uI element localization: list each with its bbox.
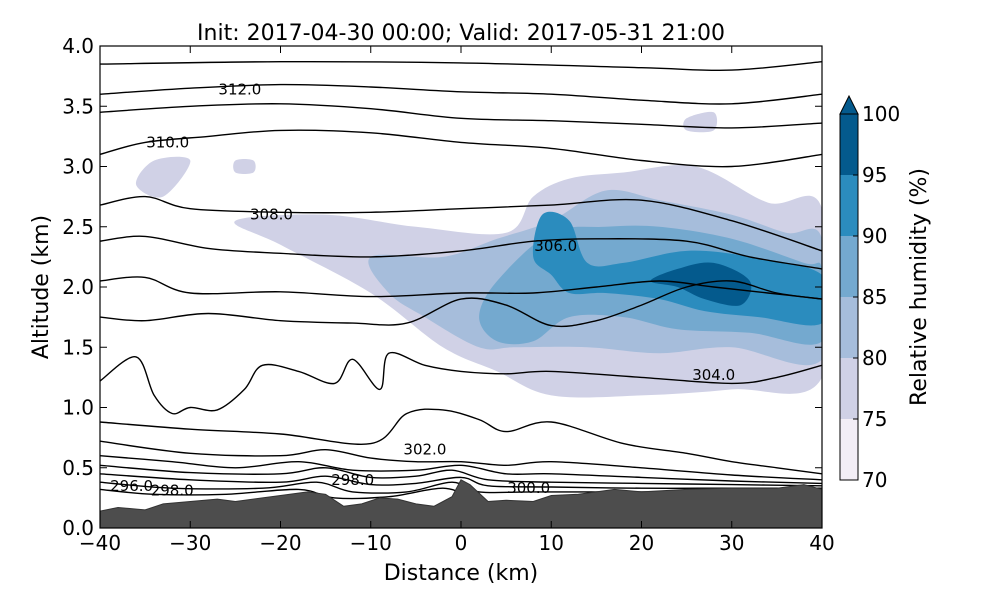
contour-label: 312.0 [218, 80, 261, 98]
x-tick-label: 0 [455, 531, 468, 555]
x-tick-label: −10 [350, 531, 392, 555]
colorbar-segment [840, 297, 858, 358]
y-tick-label: 2.0 [62, 275, 94, 299]
colorbar-tick-label: 100 [862, 102, 900, 126]
humidity-region [532, 211, 822, 326]
theta-contour-line [100, 487, 471, 500]
x-tick-label: 30 [719, 531, 744, 555]
colorbar: 70 75 80 85 90 95 100 [839, 94, 900, 492]
y-tick-label: 4.0 [62, 34, 94, 58]
theta-contour-line [100, 464, 822, 487]
humidity-region [233, 159, 256, 174]
colorbar-tick-label: 75 [862, 407, 887, 431]
contour-label-layer: 312.0 310.0 308.0 306.0 304.0 302.0 300.0 298.0… [110, 80, 735, 500]
x-tick-label: −30 [169, 531, 211, 555]
colorbar-tick-label: 95 [862, 163, 887, 187]
colorbar-extend-arrow [839, 94, 859, 115]
theta-contour-line [100, 473, 822, 489]
contour-label: 298.0 [331, 471, 374, 489]
colorbar-tick-label: 80 [862, 346, 887, 370]
theta-contour-line [100, 280, 822, 328]
colorbar-segment [840, 419, 858, 480]
contour-label: 306.0 [534, 237, 577, 255]
y-tick-label: 1.5 [62, 335, 94, 359]
x-axis: −40 −30 −20 −10 0 10 20 30 40 [79, 46, 835, 555]
y-tick-label: 1.0 [62, 396, 94, 420]
colorbar-segment [840, 175, 858, 236]
colorbar-label: Relative humidity (%) [907, 168, 932, 406]
theta-contour-line [100, 440, 822, 481]
colorbar-tick-label: 90 [862, 224, 887, 248]
plot-area: 312.0 310.0 308.0 306.0 304.0 302.0 300.0 298.0… [99, 45, 823, 529]
y-tick-label: 0.5 [62, 456, 94, 480]
y-tick-label: 3.0 [62, 155, 94, 179]
x-tick-label: −40 [79, 531, 121, 555]
x-tick-label: 10 [539, 531, 564, 555]
theta-contour-line [100, 60, 822, 72]
terrain-layer [100, 479, 822, 528]
contour-label: 304.0 [692, 366, 735, 384]
contour-label: 298.0 [151, 482, 194, 500]
colorbar-segment [840, 358, 858, 419]
contour-label: 310.0 [146, 133, 189, 151]
theta-contour-line [100, 195, 822, 252]
humidity-region [135, 156, 191, 198]
y-axis: 0.0 0.5 1.0 1.5 2.0 2.5 3.0 3.5 4.0 [62, 34, 822, 540]
x-tick-label: −20 [259, 531, 301, 555]
theta-contour-line [100, 455, 822, 485]
terrain [100, 479, 822, 528]
colorbar-segment [840, 236, 858, 297]
theta-contour-line [100, 408, 822, 475]
x-tick-label: 20 [629, 531, 654, 555]
theta-contour-line [100, 235, 822, 270]
theta-contour-line [100, 129, 822, 168]
colorbar-tick-label: 85 [862, 285, 887, 309]
y-tick-label: 3.5 [62, 94, 94, 118]
theta-contour-line [100, 351, 822, 415]
theta-contour-line [100, 276, 822, 300]
chart-title: Init: 2017-04-30 00:00; Valid: 2017-05-3… [197, 21, 725, 46]
contour-label: 296.0 [110, 477, 153, 495]
x-tick-label: 40 [809, 531, 834, 555]
contour-label: 308.0 [250, 206, 293, 224]
contour-label: 300.0 [507, 479, 550, 497]
colorbar-tick-label: 70 [862, 468, 887, 492]
y-axis-label: Altitude (km) [29, 215, 54, 359]
x-axis-label: Distance (km) [384, 561, 539, 586]
colorbar-segment [840, 114, 858, 175]
theta-contour-line [100, 103, 822, 129]
y-tick-label: 2.5 [62, 215, 94, 239]
humidity-fill-layer [135, 111, 822, 398]
y-tick-label: 0.0 [62, 516, 94, 540]
contour-label: 302.0 [403, 441, 446, 459]
theta-contour-line [100, 83, 822, 105]
